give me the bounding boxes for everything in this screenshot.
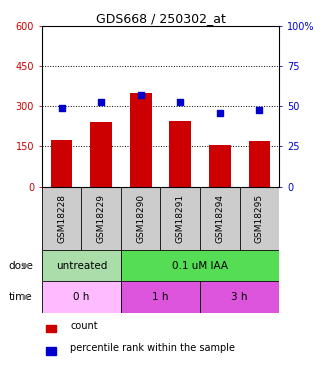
Text: untreated: untreated xyxy=(56,261,107,271)
Text: GSM18229: GSM18229 xyxy=(97,194,106,243)
Text: count: count xyxy=(70,321,98,331)
Point xyxy=(99,99,104,105)
Text: time: time xyxy=(8,292,32,302)
Text: GSM18290: GSM18290 xyxy=(136,194,145,243)
Bar xyxy=(90,122,112,186)
Bar xyxy=(47,347,56,355)
Text: 3 h: 3 h xyxy=(231,292,248,302)
Bar xyxy=(47,325,56,332)
Text: 0 h: 0 h xyxy=(73,292,90,302)
Point xyxy=(178,99,183,105)
Text: GSM18295: GSM18295 xyxy=(255,194,264,243)
Text: 1 h: 1 h xyxy=(152,292,169,302)
Text: GSM18228: GSM18228 xyxy=(57,194,66,243)
Bar xyxy=(121,250,279,282)
Bar xyxy=(42,282,121,313)
Text: percentile rank within the sample: percentile rank within the sample xyxy=(70,343,235,353)
Text: 0.1 uM IAA: 0.1 uM IAA xyxy=(172,261,228,271)
Bar xyxy=(209,145,231,186)
Text: GSM18294: GSM18294 xyxy=(215,194,224,243)
Point xyxy=(217,110,222,116)
Bar xyxy=(130,93,152,186)
Bar xyxy=(121,282,200,313)
Text: GSM18291: GSM18291 xyxy=(176,194,185,243)
Bar xyxy=(169,121,191,186)
Point xyxy=(257,106,262,112)
Bar xyxy=(42,250,121,282)
Point xyxy=(59,105,64,111)
Bar xyxy=(248,141,270,186)
Text: dose: dose xyxy=(8,261,33,271)
Bar xyxy=(51,140,73,186)
Point xyxy=(138,92,143,98)
Title: GDS668 / 250302_at: GDS668 / 250302_at xyxy=(96,12,225,25)
Bar xyxy=(200,282,279,313)
